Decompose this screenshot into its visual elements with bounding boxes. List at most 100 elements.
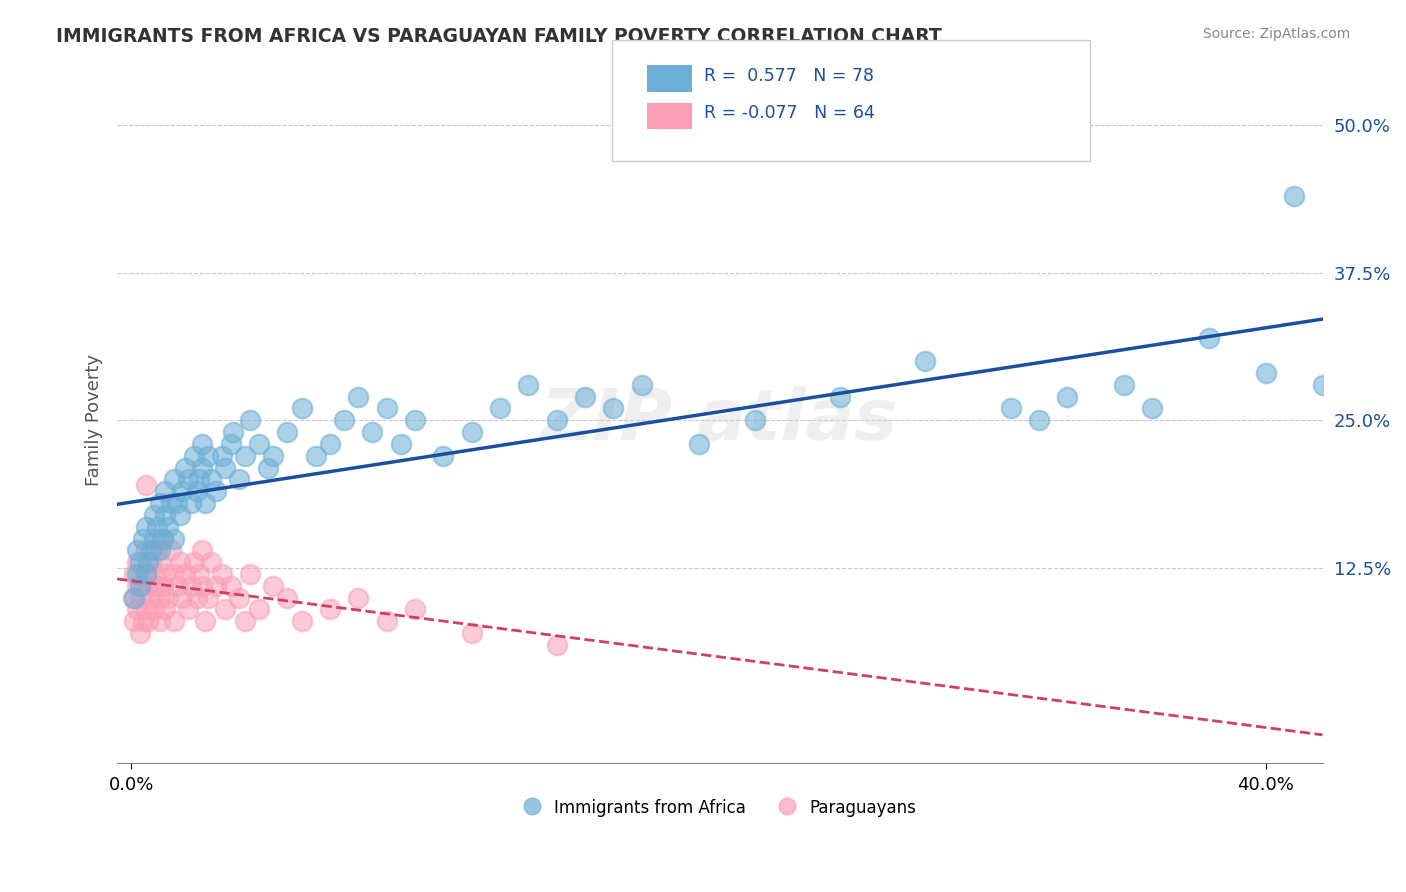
Point <box>744 413 766 427</box>
Point <box>152 532 174 546</box>
Point <box>188 472 211 486</box>
Point <box>121 591 143 605</box>
Point <box>219 579 242 593</box>
Point <box>188 566 211 581</box>
Point <box>489 401 512 416</box>
Point <box>128 591 150 605</box>
Text: IMMIGRANTS FROM AFRICA VS PARAGUAYAN FAMILY POVERTY CORRELATION CHART: IMMIGRANTS FROM AFRICA VS PARAGUAYAN FAM… <box>56 27 942 45</box>
Point <box>1112 377 1135 392</box>
Point <box>191 460 214 475</box>
Point <box>191 543 214 558</box>
Point <box>180 579 202 593</box>
Point <box>138 579 160 593</box>
Point <box>163 532 186 546</box>
Point <box>122 591 145 605</box>
Point <box>305 449 328 463</box>
Point <box>214 602 236 616</box>
Point <box>262 449 284 463</box>
Point <box>186 484 208 499</box>
Point <box>1282 188 1305 202</box>
Text: Source: ZipAtlas.com: Source: ZipAtlas.com <box>1202 27 1350 41</box>
Point <box>228 591 250 605</box>
Point <box>211 449 233 463</box>
Point <box>135 519 157 533</box>
Point <box>375 401 398 416</box>
Point <box>132 532 155 546</box>
Point <box>197 449 219 463</box>
Point <box>688 437 710 451</box>
Point <box>432 449 454 463</box>
Point <box>155 566 177 581</box>
Point <box>132 579 155 593</box>
Point <box>205 579 228 593</box>
Point <box>574 390 596 404</box>
Point <box>631 377 654 392</box>
Point <box>200 472 222 486</box>
Point <box>143 602 166 616</box>
Point <box>163 614 186 628</box>
Point <box>546 638 568 652</box>
Point <box>191 579 214 593</box>
Point <box>155 602 177 616</box>
Point <box>149 614 172 628</box>
Point <box>319 602 342 616</box>
Point <box>169 555 191 569</box>
Point <box>174 566 197 581</box>
Point <box>205 484 228 499</box>
Point <box>177 472 200 486</box>
Point <box>183 555 205 569</box>
Point <box>404 413 426 427</box>
Point <box>219 437 242 451</box>
Point <box>183 449 205 463</box>
Point <box>135 566 157 581</box>
Point <box>149 543 172 558</box>
Point <box>333 413 356 427</box>
Point <box>155 484 177 499</box>
Point <box>177 602 200 616</box>
Point <box>262 579 284 593</box>
Point <box>149 555 172 569</box>
Point <box>141 555 163 569</box>
Point <box>146 543 169 558</box>
Point <box>174 460 197 475</box>
Point <box>163 472 186 486</box>
Point <box>138 614 160 628</box>
Point <box>155 508 177 522</box>
Point <box>152 579 174 593</box>
Point <box>375 614 398 628</box>
Point <box>1056 390 1078 404</box>
Point <box>166 579 188 593</box>
Point <box>347 591 370 605</box>
Point <box>1000 401 1022 416</box>
Point <box>211 566 233 581</box>
Point <box>186 591 208 605</box>
Point <box>128 626 150 640</box>
Point <box>290 401 312 416</box>
Point <box>143 508 166 522</box>
Point <box>276 425 298 439</box>
Point <box>125 579 148 593</box>
Y-axis label: Family Poverty: Family Poverty <box>86 354 103 486</box>
Point <box>1142 401 1164 416</box>
Point <box>141 591 163 605</box>
Point <box>228 472 250 486</box>
Point <box>180 496 202 510</box>
Point <box>160 496 183 510</box>
Point <box>247 602 270 616</box>
Point <box>149 496 172 510</box>
Point <box>125 555 148 569</box>
Point <box>194 614 217 628</box>
Point <box>128 555 150 569</box>
Point <box>169 508 191 522</box>
Point <box>546 413 568 427</box>
Text: ZIP atlas: ZIP atlas <box>541 385 898 455</box>
Point <box>163 566 186 581</box>
Point <box>128 579 150 593</box>
Point <box>125 566 148 581</box>
Point <box>247 437 270 451</box>
Point <box>233 449 256 463</box>
Point <box>135 602 157 616</box>
Point <box>222 425 245 439</box>
Point <box>128 566 150 581</box>
Point <box>214 460 236 475</box>
